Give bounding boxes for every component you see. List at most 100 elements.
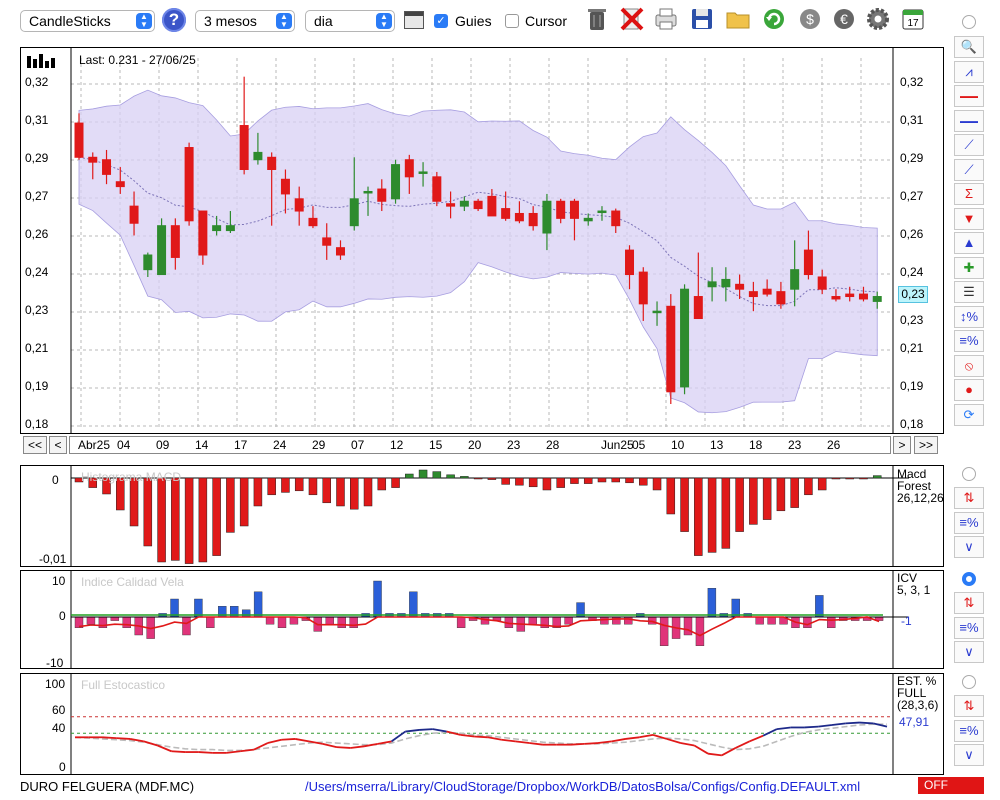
panel-radio-2[interactable]: [962, 572, 976, 586]
candle-body: [487, 195, 497, 217]
arrow-down-icon[interactable]: ▼: [954, 207, 984, 230]
icv-bar: [122, 616, 131, 629]
candle-body: [239, 125, 249, 170]
date-axis[interactable]: Abr25 04 09 14 17 24 29 07 12 15 20 23 28 Jun25 05 10 13…: [69, 436, 891, 454]
icv-panel[interactable]: Indice Calidad Vela 10 0 -10 ICV 5, 3, 1…: [20, 570, 944, 670]
no-sign-icon[interactable]: ⦸: [954, 354, 984, 377]
save-icon[interactable]: [688, 6, 716, 34]
panel-radio-3[interactable]: [962, 675, 976, 689]
delete-icon[interactable]: [618, 6, 646, 34]
y-tick-left: 0,29: [25, 151, 49, 165]
arrows-red-green-icon[interactable]: ⇅: [954, 695, 984, 717]
x-axis-date-label: 07: [351, 438, 365, 452]
candle-body: [872, 296, 882, 302]
price-chart-panel[interactable]: Last: 0.231 - 27/06/25 0,23: [20, 47, 944, 434]
icv-bar: [182, 616, 191, 636]
arrows-red-green-icon[interactable]: ⇅: [954, 487, 984, 509]
nav-last-button[interactable]: >>: [914, 436, 938, 454]
candle-body: [377, 188, 387, 202]
curve-icon[interactable]: ∨: [954, 536, 984, 558]
candle-body: [707, 281, 717, 288]
stochastic-k-segment: [762, 728, 778, 737]
record-icon[interactable]: ●: [954, 379, 984, 401]
stochastic-k-segment: [845, 721, 860, 725]
chart-type-select[interactable]: CandleSticks ▲ ▼: [20, 10, 155, 32]
fibonacci-icon[interactable]: ⟋: [954, 134, 984, 156]
cursor-checkbox[interactable]: [505, 14, 519, 28]
stochastic-panel[interactable]: Full Estocastico 100 60 40 0 EST. % FULL…: [20, 673, 944, 775]
candle-body: [625, 249, 635, 276]
icv-bar: [349, 616, 358, 629]
candle-body: [556, 200, 566, 219]
nav-prev-button[interactable]: <: [49, 436, 67, 454]
macd-bar: [391, 477, 400, 488]
magnifier-icon[interactable]: 🔍: [954, 36, 984, 58]
macd-bar: [308, 477, 318, 496]
print-icon[interactable]: [652, 6, 680, 34]
config-path[interactable]: /Users/mserra/Library/CloudStorage/Dropb…: [305, 779, 861, 794]
bars-icon[interactable]: [27, 54, 57, 73]
y-tick-left: 0,18: [25, 417, 49, 431]
candle-body: [638, 271, 648, 305]
channel-icon[interactable]: ⩘: [954, 60, 984, 83]
macd-bar: [239, 477, 249, 527]
currency-icon[interactable]: $: [796, 6, 824, 34]
guides-checkbox[interactable]: ✓: [434, 14, 448, 28]
percent-lines-icon[interactable]: ≡%: [954, 330, 984, 352]
arrows-red-green-icon[interactable]: ⇅: [954, 592, 984, 614]
grid-lines-icon[interactable]: ☰: [954, 281, 984, 303]
plus-arrows-icon[interactable]: ✚: [954, 256, 984, 279]
trend-line-icon[interactable]: ⟋: [954, 158, 984, 181]
macd-panel[interactable]: Histograma MACD 0 -0,01 Macd Forest 26,1…: [20, 465, 944, 567]
euro-icon[interactable]: €: [830, 6, 858, 34]
y-tick-left: 0,31: [25, 113, 49, 127]
refresh-icon[interactable]: [760, 6, 788, 34]
candle-body: [308, 217, 318, 227]
percent-lines-icon[interactable]: ≡%: [954, 511, 984, 534]
macd-bar: [707, 477, 717, 553]
zoom-percent-icon[interactable]: ↕%: [954, 305, 984, 328]
percent-lines-icon[interactable]: ≡%: [954, 616, 984, 639]
period-select[interactable]: 3 mesos ▲ ▼: [195, 10, 295, 32]
arrow-up-icon[interactable]: ▲: [954, 232, 984, 254]
sto-tick-40: 40: [52, 721, 66, 735]
stochastic-k-segment: [281, 738, 296, 741]
x-axis-date-label: 13: [710, 438, 724, 452]
macd-bar: [859, 477, 868, 480]
icv-legend-2: 5, 3, 1: [897, 583, 931, 597]
percent-lines-icon[interactable]: ≡%: [954, 719, 984, 742]
candle-body: [666, 305, 676, 393]
macd-bar: [845, 477, 854, 480]
candle-body: [143, 254, 153, 271]
period-value: 3 mesos: [204, 13, 257, 29]
folder-icon[interactable]: [724, 6, 752, 34]
macd-bar: [515, 477, 524, 486]
curve-icon[interactable]: ∨: [954, 641, 984, 663]
horizontal-line-red-icon[interactable]: —: [954, 85, 984, 107]
gear-icon[interactable]: [864, 6, 892, 34]
calendar-icon[interactable]: 17: [899, 6, 927, 34]
window-icon[interactable]: [404, 11, 424, 29]
y-tick-right: 0,23: [900, 313, 924, 327]
panel-radio-main[interactable]: [962, 15, 976, 29]
help-button[interactable]: ?: [162, 8, 186, 32]
nav-next-button[interactable]: >: [893, 436, 911, 454]
off-indicator[interactable]: OFF: [918, 777, 984, 794]
y-tick-right: 0,21: [900, 341, 924, 355]
stochastic-k-segment: [226, 750, 241, 754]
candle-body: [858, 293, 868, 300]
curve-icon[interactable]: ∨: [954, 744, 984, 766]
interval-select[interactable]: dia ▲ ▼: [305, 10, 395, 32]
macd-bar: [171, 477, 180, 561]
sigma-icon[interactable]: Σ: [954, 183, 984, 205]
panel-radio-1[interactable]: [962, 467, 976, 481]
candle-body: [831, 296, 841, 300]
refresh-icon[interactable]: ⟳: [954, 403, 984, 426]
nav-first-button[interactable]: <<: [23, 436, 47, 454]
macd-bar: [749, 477, 758, 525]
horizontal-line-blue-icon[interactable]: —: [954, 109, 984, 132]
candle-body: [294, 198, 304, 212]
macd-legend-1: Macd: [897, 467, 927, 481]
stochastic-k-segment: [129, 738, 144, 743]
trash-icon[interactable]: [583, 6, 611, 34]
